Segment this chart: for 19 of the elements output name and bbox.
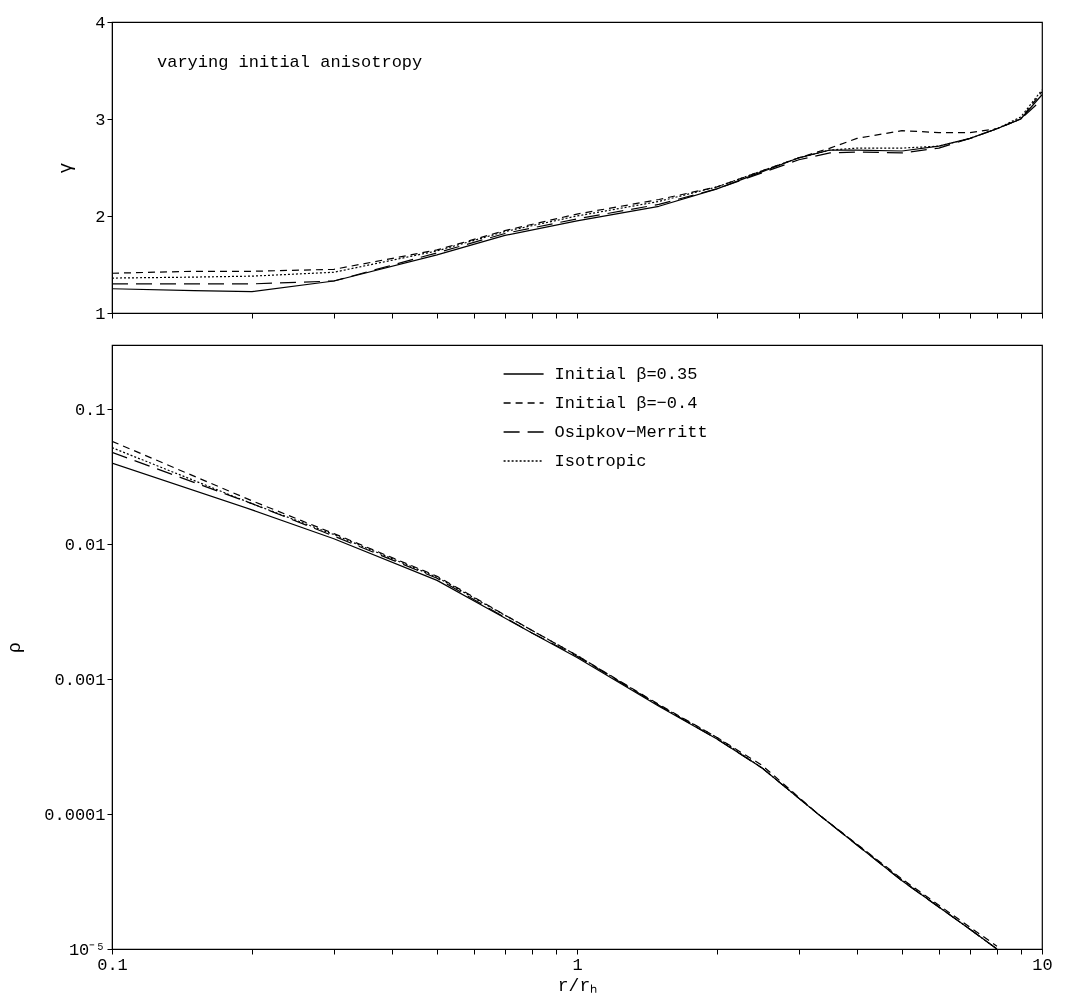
y-tick-label: 2 [95, 207, 106, 227]
legend-label: Initial β=0.35 [554, 365, 698, 384]
y-axis-title: γ [56, 162, 77, 174]
y-tick-label: 0.1 [74, 400, 106, 420]
x-tick-label: 10 [1032, 955, 1053, 975]
legend-label: Isotropic [554, 452, 647, 471]
y-tick-label: 0.001 [54, 670, 106, 690]
x-tick-label: 1 [572, 955, 583, 975]
y-tick-label: 10⁻⁵ [68, 940, 106, 960]
legend-label: Osipkov−Merritt [554, 423, 708, 442]
y-axis-title: ρ [5, 642, 26, 653]
x-axis-title: r/rₕ [557, 975, 598, 996]
y-tick-label: 0.01 [64, 535, 106, 555]
legend-label: Initial β=−0.4 [554, 394, 698, 413]
y-tick-label: 0.0001 [44, 805, 106, 825]
y-tick-label: 3 [95, 110, 106, 130]
y-tick-label: 4 [95, 13, 106, 33]
annotation: varying initial anisotropy [157, 53, 423, 72]
y-tick-label: 1 [95, 304, 106, 324]
